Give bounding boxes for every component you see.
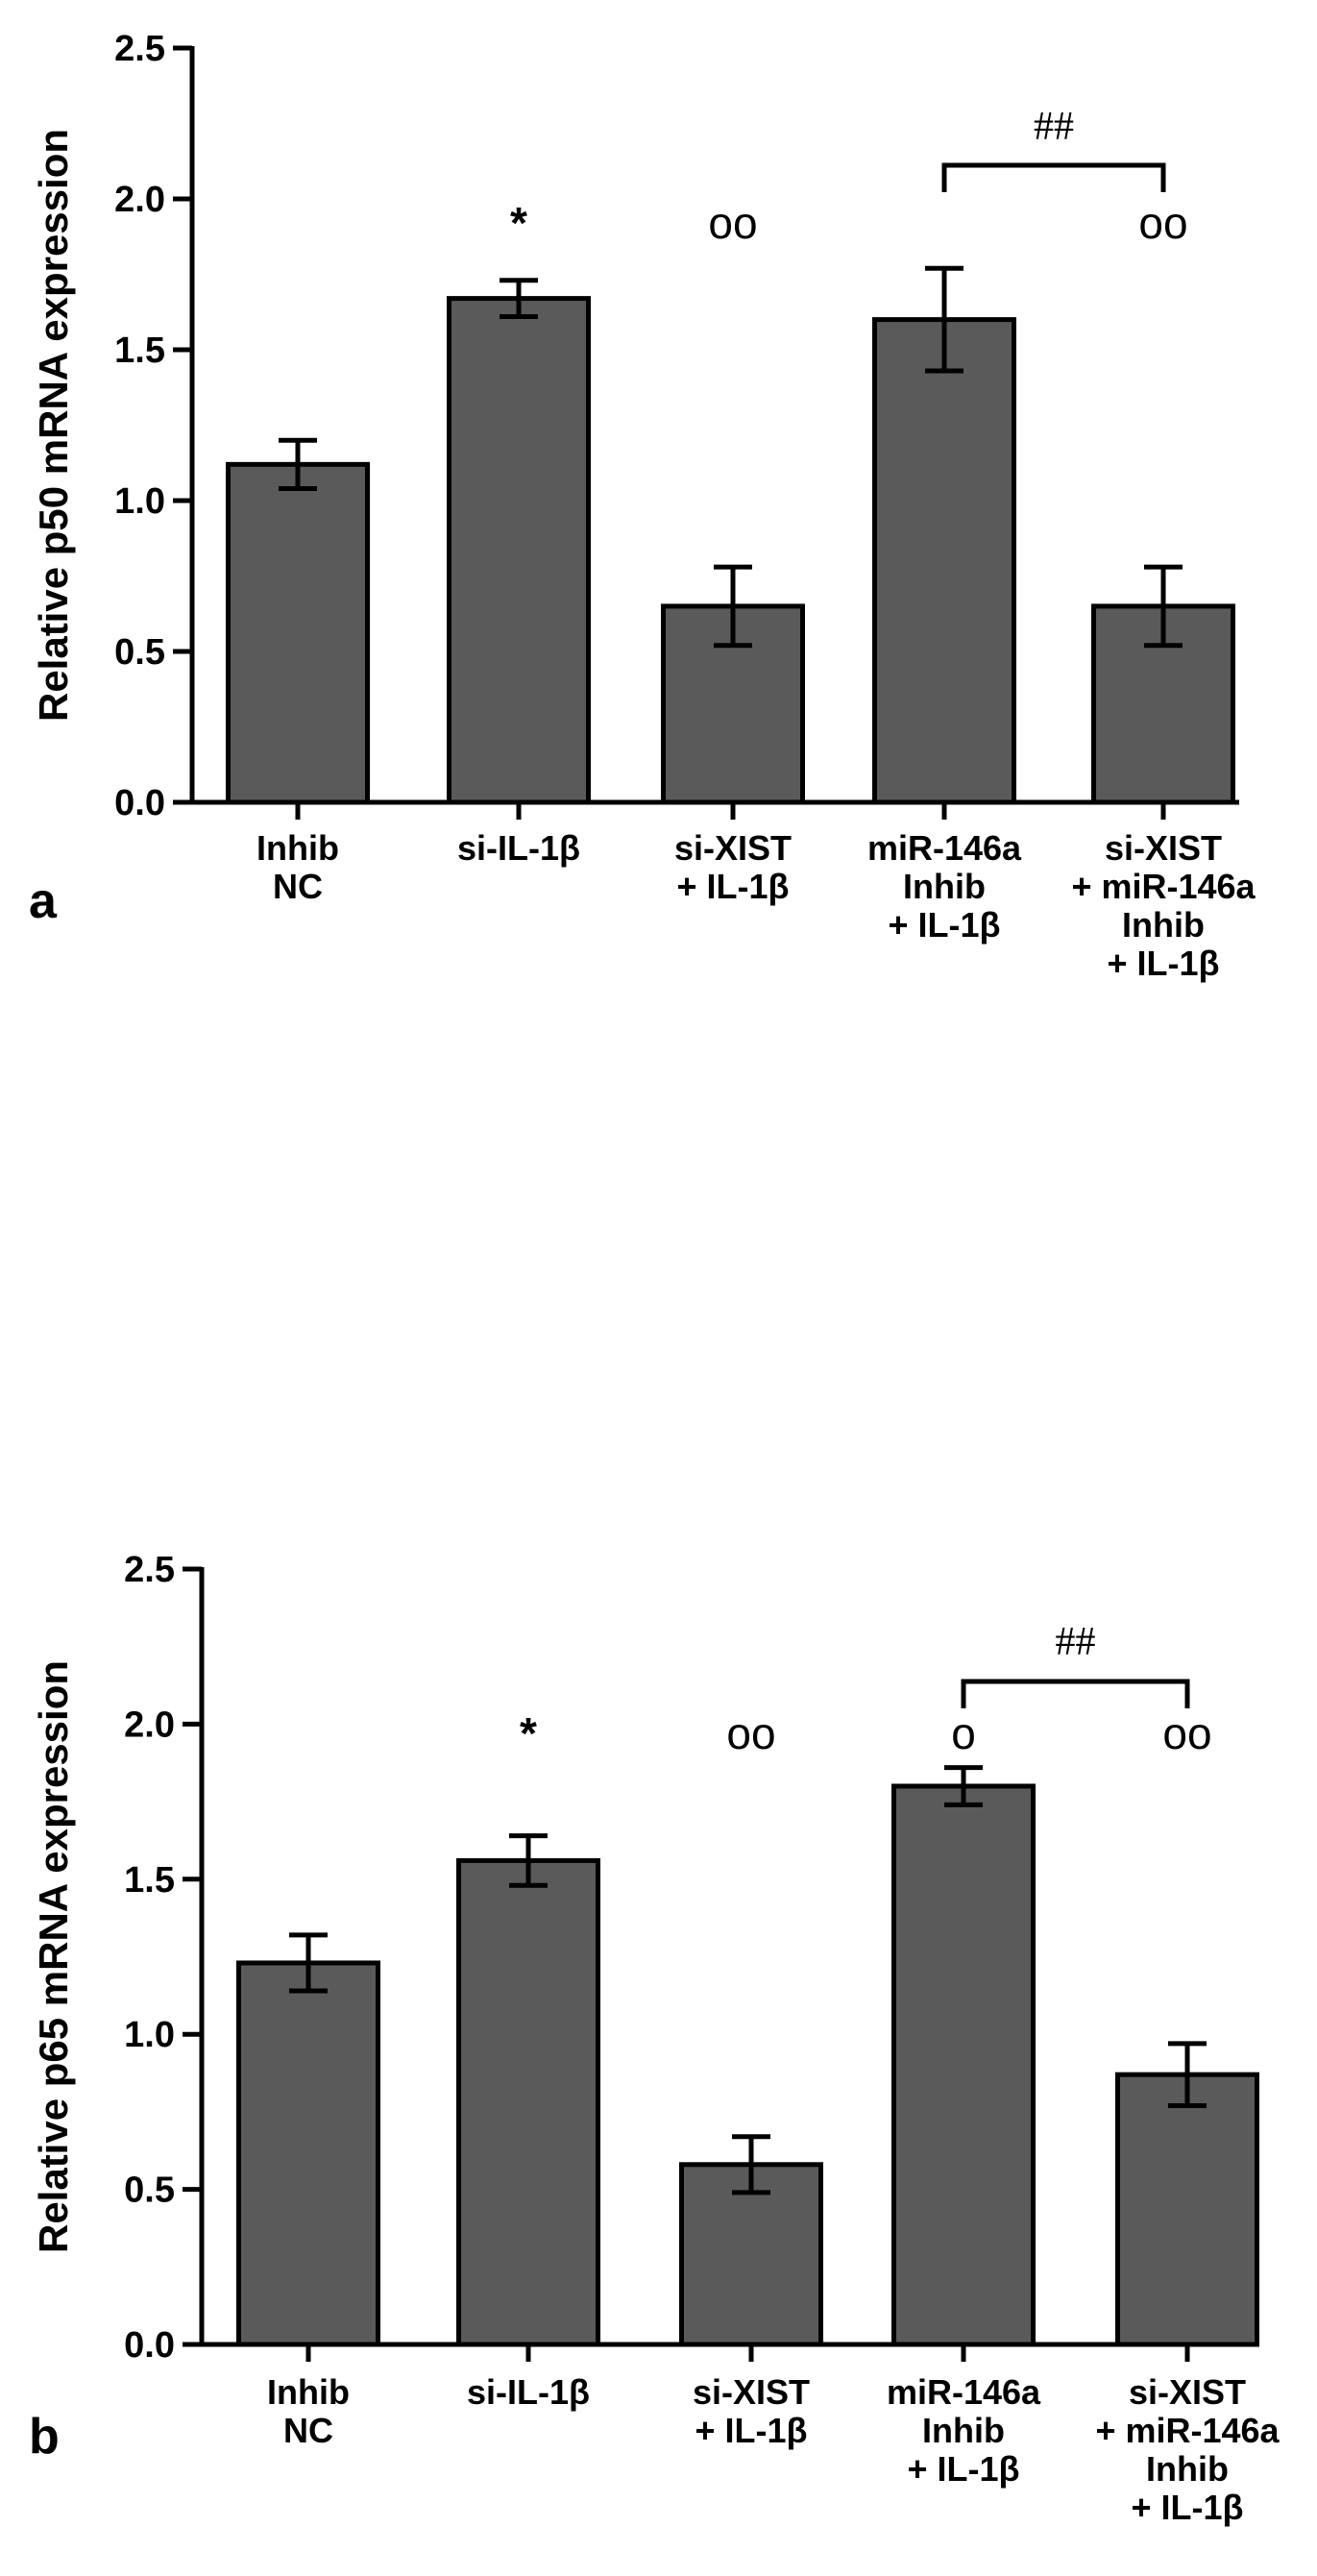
y-tick-label: 0.5 (124, 2171, 175, 2211)
x-tick-label: si-XIST (1129, 2372, 1246, 2412)
y-tick-label: 0.0 (114, 783, 165, 823)
x-tick-label: si-IL-1β (467, 2372, 590, 2412)
comparison-bracket (961, 1679, 1190, 1708)
y-axis-title: Relative p50 mRNA expression (31, 129, 76, 722)
error-bar-2 (500, 278, 538, 319)
bar-2 (456, 1857, 600, 2347)
y-tick-label: 2.0 (124, 1705, 175, 1745)
y-tick-label: 0.0 (124, 2325, 175, 2366)
error-bar-3 (714, 564, 752, 649)
error-bar-5 (1144, 564, 1183, 649)
x-tick-label: si-XIST (1105, 828, 1222, 868)
error-bar-5 (1168, 2041, 1207, 2108)
y-tick-label: 1.5 (124, 1860, 175, 1901)
bracket-label: ## (1056, 1620, 1096, 1664)
x-tick-label: NC (273, 867, 323, 906)
x-tick-label: + IL-1β (1108, 944, 1220, 983)
y-tick-label: 2.5 (114, 29, 165, 69)
bar-5 (1115, 2072, 1259, 2347)
panel-label: b (29, 2409, 60, 2465)
x-tick-label: miR-146a (867, 828, 1022, 868)
x-tick-label: Inhib (903, 867, 986, 906)
y-tick-label: 0.5 (114, 632, 165, 673)
x-tick-label: + miR-146a (1071, 867, 1256, 906)
x-tick-label: miR-146a (887, 2372, 1041, 2412)
y-tick-label: 2.5 (124, 1550, 175, 1590)
x-tick-label: si-IL-1β (457, 828, 580, 868)
x-tick-label: Inhib (922, 2411, 1005, 2450)
x-tick-label: + IL-1β (677, 867, 790, 906)
bar-4 (872, 317, 1016, 805)
bar-2 (447, 296, 591, 805)
comparison-bracket (941, 162, 1166, 192)
significance-marker: * (510, 198, 527, 248)
y-tick-label: 1.0 (114, 481, 165, 522)
x-tick-label: NC (283, 2411, 333, 2450)
significance-marker: oo (708, 198, 757, 248)
bar-1 (236, 1960, 380, 2347)
y-tick-label: 2.0 (114, 180, 165, 220)
x-tick-label: si-XIST (674, 828, 792, 868)
y-axis-title: Relative p65 mRNA expression (31, 1660, 76, 2253)
x-tick-label: Inhib (256, 828, 339, 868)
x-tick-label: + IL-1β (1132, 2488, 1244, 2527)
bar-1 (226, 461, 370, 805)
x-tick-label: si-XIST (693, 2372, 810, 2412)
x-tick-label: + IL-1β (908, 2449, 1020, 2489)
x-tick-label: + miR-146a (1095, 2411, 1280, 2450)
error-bar-2 (509, 1833, 548, 1888)
error-bar-1 (279, 437, 317, 491)
bracket-label: ## (1034, 105, 1074, 149)
error-bar-3 (732, 2134, 770, 2196)
y-tick-label: 1.0 (124, 2015, 175, 2055)
error-bar-4 (944, 1765, 983, 1807)
significance-marker: oo (1138, 198, 1187, 248)
significance-marker: oo (726, 1708, 775, 1758)
bar-4 (891, 1783, 1036, 2347)
x-tick-label: Inhib (1122, 905, 1205, 945)
error-bar-1 (289, 1932, 328, 1994)
x-tick-label: + IL-1β (889, 905, 1001, 945)
x-tick-label: Inhib (1146, 2449, 1229, 2489)
x-tick-label: + IL-1β (695, 2411, 808, 2450)
significance-marker: oo (1162, 1708, 1211, 1758)
significance-marker: o (951, 1708, 976, 1758)
panel-label: a (29, 873, 58, 929)
x-tick-label: Inhib (267, 2372, 350, 2412)
error-bar-4 (925, 265, 963, 374)
significance-marker: * (520, 1708, 537, 1758)
y-tick-label: 1.5 (114, 331, 165, 371)
